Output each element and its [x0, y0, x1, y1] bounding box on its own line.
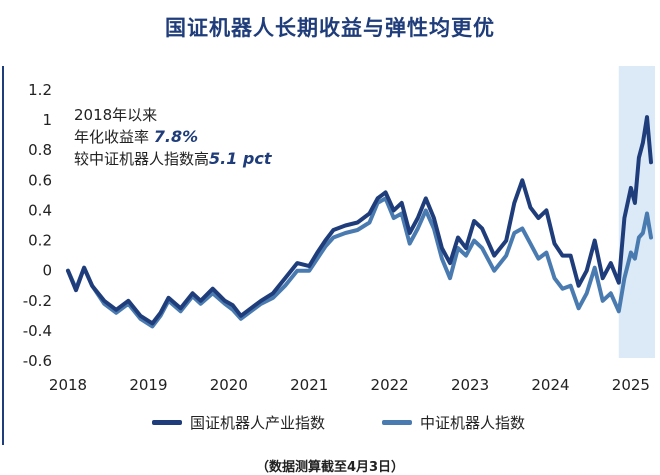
y-tick-label: -0.4	[23, 322, 52, 340]
legend-item-series-2: 中证机器人指数	[382, 412, 525, 433]
y-tick-label: 1	[42, 111, 52, 129]
x-tick-label: 2019	[129, 376, 167, 394]
y-tick-label: 0.4	[28, 201, 52, 219]
annotation-line-2: 年化收益率 7.8%	[74, 126, 198, 147]
chart-title: 国证机器人长期收益与弹性均更优	[165, 16, 495, 40]
x-tick-label: 2023	[451, 376, 489, 394]
series-line-2	[66, 196, 653, 329]
series-line-1	[66, 115, 653, 326]
y-tick-label: -0.2	[23, 292, 52, 310]
x-tick-label: 2021	[290, 376, 328, 394]
x-tick-label: 2018	[49, 376, 87, 394]
x-tick-label: 2025	[612, 376, 650, 394]
y-tick-label: 0	[42, 262, 52, 280]
y-tick-label: 0.2	[28, 232, 52, 250]
y-tick-label: 0.6	[28, 171, 52, 189]
x-tick-label: 2022	[371, 376, 409, 394]
legend-swatch-series-2	[382, 420, 412, 425]
annotation-line-2-prefix: 年化收益率	[74, 128, 154, 146]
annotation-line-1: 2018年以来	[74, 106, 158, 124]
x-tick-label: 2024	[531, 376, 569, 394]
chart-footnote: （数据测算截至4月3日）	[255, 460, 405, 475]
annotation-excess-return: 5.1 pct	[209, 149, 272, 168]
legend-swatch-series-1	[152, 420, 182, 425]
legend-item-series-1: 国证机器人产业指数	[152, 412, 325, 433]
y-tick-label: 0.8	[28, 141, 52, 159]
legend-label-series-2: 中证机器人指数	[420, 414, 526, 432]
annotation-line-3-prefix: 较中证机器人指数高	[74, 150, 210, 168]
annotation-line-3: 较中证机器人指数高5.1 pct	[74, 148, 272, 169]
y-tick-label: 1.2	[28, 81, 52, 99]
annotation-annual-return: 7.8%	[153, 127, 199, 146]
y-tick-label: -0.6	[23, 352, 52, 370]
legend-label-series-1: 国证机器人产业指数	[190, 414, 326, 432]
x-tick-label: 2020	[210, 376, 248, 394]
